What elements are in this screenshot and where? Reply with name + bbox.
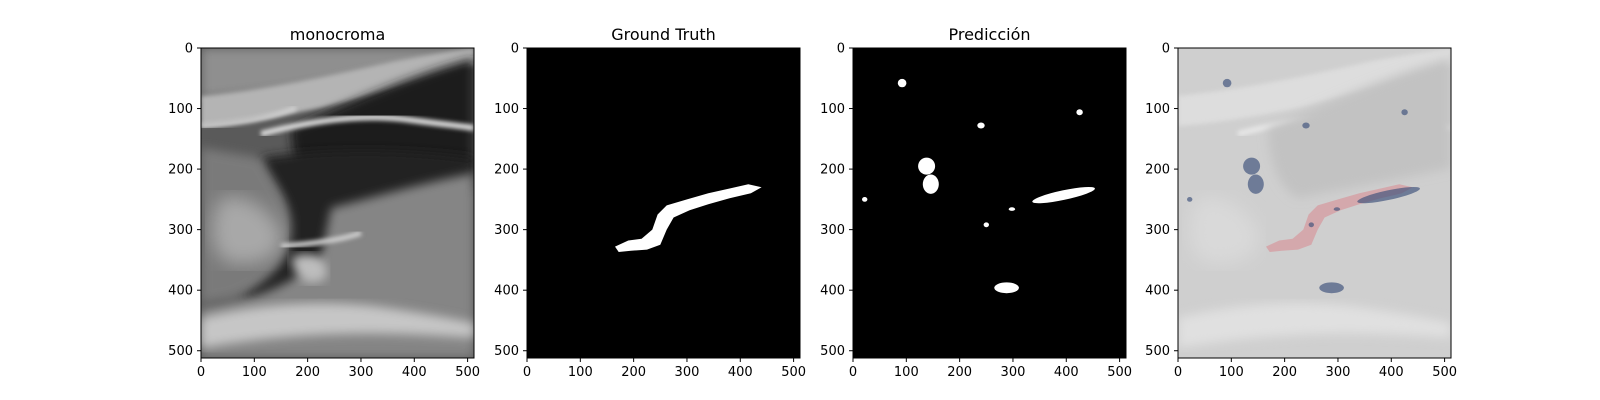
panel-overlay: 0 100 200 300 400 500 0 100 200 300 400 500 (1145, 42, 1457, 381)
prediction-blob (1401, 109, 1408, 116)
panel-monocroma: monocroma 0 100 200 300 400 500 0 100 200 300 400… (168, 25, 480, 380)
y-tick-label: 100 (820, 102, 845, 117)
x-tick-label: 200 (621, 365, 646, 380)
x-tick-label: 400 (728, 365, 753, 380)
x-tick-label: 100 (242, 365, 267, 380)
y-tick-label: 400 (820, 284, 845, 299)
x-tick-label: 400 (402, 365, 427, 380)
ground-truth-mask (615, 184, 762, 252)
mask-background (527, 48, 800, 358)
panel-prediccion: Predicción 0 100 200 300 400 500 0 100 200 300 40… (820, 25, 1132, 380)
prediction-blob (918, 157, 936, 175)
prediction-blob (1333, 207, 1341, 211)
x-tick-label: 200 (1272, 365, 1297, 380)
prediction-blob (1247, 174, 1264, 194)
prediction-blob (994, 282, 1019, 294)
y-tick-label: 200 (820, 163, 845, 178)
y-tick-label: 300 (168, 223, 193, 238)
y-tick-label: 500 (1145, 344, 1170, 359)
panel-title: monocroma (290, 25, 386, 44)
y-tick-label: 200 (168, 163, 193, 178)
y-axis: 0 100 200 300 400 500 (820, 42, 853, 359)
y-axis: 0 100 200 300 400 500 (494, 42, 527, 359)
x-tick-label: 400 (1054, 365, 1079, 380)
x-axis: 0 100 200 300 400 500 (197, 358, 480, 380)
y-tick-label: 500 (820, 344, 845, 359)
y-tick-label: 100 (1145, 102, 1170, 117)
y-tick-label: 0 (511, 42, 519, 57)
x-tick-label: 0 (1174, 365, 1182, 380)
x-tick-label: 100 (894, 365, 919, 380)
y-tick-label: 200 (494, 163, 519, 178)
panel-title: Ground Truth (611, 25, 716, 44)
x-axis: 0 100 200 300 400 500 (1174, 358, 1457, 380)
y-tick-label: 0 (1162, 42, 1170, 57)
y-tick-label: 400 (1145, 284, 1170, 299)
y-tick-label: 0 (837, 42, 845, 57)
x-tick-label: 500 (1107, 365, 1132, 380)
prediction-blob (1076, 109, 1083, 116)
x-axis: 0 100 200 300 400 500 (849, 358, 1132, 380)
prediction-blob (1319, 282, 1344, 294)
prediction-blob (897, 78, 907, 88)
prediction-blob (1302, 122, 1310, 129)
prediction-blob (1243, 157, 1261, 175)
prediction-blob (1357, 186, 1420, 204)
prediction-blob (1008, 207, 1016, 211)
x-tick-label: 100 (568, 365, 593, 380)
prediction-blob (922, 174, 939, 194)
x-tick-label: 500 (781, 365, 806, 380)
prediction-mask (862, 78, 1095, 294)
x-tick-label: 500 (1432, 365, 1457, 380)
y-axis: 0 100 200 300 400 500 (168, 42, 201, 359)
y-tick-label: 100 (168, 102, 193, 117)
y-tick-label: 300 (494, 223, 519, 238)
x-tick-label: 300 (1001, 365, 1026, 380)
panel-title: Predicción (948, 25, 1030, 44)
ultrasound-image (201, 48, 474, 358)
prediction-blob (1187, 197, 1193, 202)
y-tick-label: 0 (185, 42, 193, 57)
x-tick-label: 300 (675, 365, 700, 380)
x-tick-label: 0 (197, 365, 205, 380)
x-tick-label: 500 (455, 365, 480, 380)
y-tick-label: 300 (1145, 223, 1170, 238)
prediction-blob (1032, 186, 1095, 204)
overlay-image (1178, 48, 1451, 358)
x-tick-label: 200 (295, 365, 320, 380)
y-tick-label: 100 (494, 102, 519, 117)
y-tick-label: 500 (494, 344, 519, 359)
prediction-blob (1308, 222, 1314, 228)
x-tick-label: 300 (349, 365, 374, 380)
x-tick-label: 0 (849, 365, 857, 380)
overlay-prediction (1187, 78, 1420, 294)
y-tick-label: 400 (168, 284, 193, 299)
y-tick-label: 400 (494, 284, 519, 299)
x-tick-label: 400 (1379, 365, 1404, 380)
x-tick-label: 200 (947, 365, 972, 380)
y-tick-label: 300 (820, 223, 845, 238)
y-tick-label: 200 (1145, 163, 1170, 178)
x-axis: 0 100 200 300 400 500 (523, 358, 806, 380)
y-tick-label: 500 (168, 344, 193, 359)
panel-ground-truth: Ground Truth 0 100 200 300 400 500 0 100 200 300… (494, 25, 806, 380)
prediction-blob (862, 197, 868, 202)
prediction-blob (983, 222, 989, 228)
x-tick-label: 100 (1219, 365, 1244, 380)
mask-background (853, 48, 1126, 358)
prediction-blob (1222, 78, 1232, 88)
x-tick-label: 0 (523, 365, 531, 380)
y-axis: 0 100 200 300 400 500 (1145, 42, 1178, 359)
x-tick-label: 300 (1326, 365, 1351, 380)
prediction-blob (977, 122, 985, 129)
overlay-ground-truth (1266, 184, 1413, 252)
